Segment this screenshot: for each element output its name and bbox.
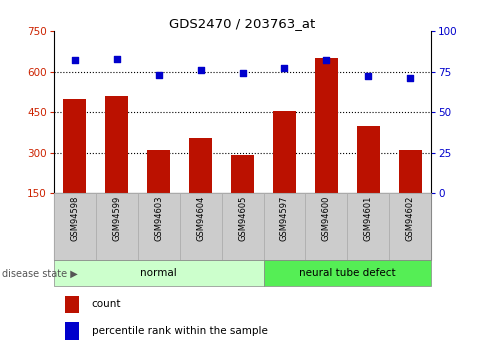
Bar (65, 322, 79, 339)
Bar (315, 58, 338, 234)
Text: GSM94599: GSM94599 (112, 196, 122, 241)
Bar (389, 193, 431, 260)
Bar (357, 126, 380, 234)
Bar (305, 193, 347, 260)
Bar (189, 138, 212, 234)
Bar (54, 260, 264, 286)
Text: GSM94604: GSM94604 (196, 196, 205, 241)
Bar (273, 111, 296, 234)
Text: GSM94597: GSM94597 (280, 196, 289, 241)
Point (196, 67, 204, 73)
Bar (264, 193, 305, 260)
Bar (399, 150, 422, 234)
Text: GSM94605: GSM94605 (238, 196, 247, 241)
Bar (347, 193, 389, 260)
Bar (221, 193, 264, 260)
Point (281, 66, 289, 71)
Title: GDS2470 / 203763_at: GDS2470 / 203763_at (170, 17, 316, 30)
Text: GSM94602: GSM94602 (406, 196, 415, 241)
Text: neural tube defect: neural tube defect (299, 268, 395, 278)
Text: normal: normal (140, 268, 177, 278)
Text: GSM94603: GSM94603 (154, 196, 163, 241)
Point (406, 75, 414, 81)
Point (322, 58, 330, 63)
Text: count: count (92, 299, 121, 309)
Text: GSM94601: GSM94601 (364, 196, 373, 241)
Text: GSM94598: GSM94598 (71, 196, 79, 241)
Bar (180, 193, 221, 260)
Bar (54, 193, 96, 260)
Bar (96, 193, 138, 260)
Bar (65, 296, 79, 313)
Bar (231, 155, 254, 234)
Point (239, 70, 246, 76)
Bar (147, 150, 170, 234)
Text: percentile rank within the sample: percentile rank within the sample (92, 326, 268, 336)
Bar (264, 260, 431, 286)
Point (365, 74, 372, 79)
Bar (63, 99, 86, 234)
Bar (105, 96, 128, 234)
Bar (138, 193, 180, 260)
Point (113, 56, 121, 61)
Point (71, 58, 79, 63)
Text: disease state ▶: disease state ▶ (2, 268, 78, 278)
Text: GSM94600: GSM94600 (322, 196, 331, 241)
Point (155, 72, 163, 78)
